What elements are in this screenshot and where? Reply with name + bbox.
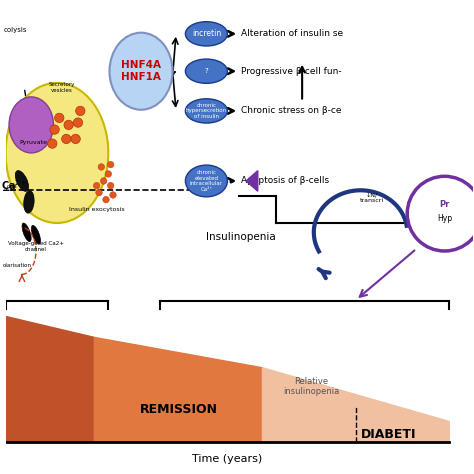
Text: Hyp: Hyp — [437, 214, 452, 223]
Text: colysis: colysis — [3, 27, 27, 33]
Ellipse shape — [96, 189, 102, 196]
Ellipse shape — [31, 225, 40, 244]
Text: Apoptosis of β-cells: Apoptosis of β-cells — [241, 176, 329, 185]
Polygon shape — [263, 368, 449, 443]
Ellipse shape — [185, 22, 228, 46]
Ellipse shape — [55, 113, 64, 123]
Text: chronic
hypersecretion
of insulin: chronic hypersecretion of insulin — [186, 102, 227, 119]
Polygon shape — [246, 171, 258, 191]
Ellipse shape — [105, 171, 111, 177]
Ellipse shape — [185, 59, 228, 83]
Text: REMISSION: REMISSION — [139, 403, 218, 416]
Ellipse shape — [47, 139, 57, 148]
Ellipse shape — [108, 182, 114, 189]
Ellipse shape — [108, 161, 114, 168]
Text: Insulin exocytosis: Insulin exocytosis — [69, 207, 125, 212]
Text: Progressive β-cell fun-: Progressive β-cell fun- — [241, 67, 342, 76]
Text: Pr: Pr — [439, 200, 450, 209]
Ellipse shape — [103, 196, 109, 203]
Ellipse shape — [71, 134, 80, 144]
Ellipse shape — [73, 118, 82, 127]
Ellipse shape — [185, 99, 228, 123]
Ellipse shape — [93, 182, 100, 189]
Text: Secretory
vesicles: Secretory vesicles — [48, 82, 75, 93]
Ellipse shape — [109, 33, 173, 110]
Ellipse shape — [50, 125, 59, 134]
Text: Relative
insulinopenia: Relative insulinopenia — [283, 377, 339, 396]
Text: Insulinopenia: Insulinopenia — [206, 232, 276, 242]
Ellipse shape — [15, 171, 28, 191]
Ellipse shape — [24, 191, 34, 213]
Text: Ca$^{2+}$: Ca$^{2+}$ — [1, 179, 27, 192]
Text: ↓N/
transcri: ↓N/ transcri — [360, 192, 384, 203]
Ellipse shape — [22, 223, 31, 242]
Ellipse shape — [100, 178, 107, 184]
Text: incretin: incretin — [192, 29, 221, 38]
Text: HNF4A
HNF1A: HNF4A HNF1A — [121, 60, 161, 82]
Text: Time (years): Time (years) — [192, 454, 263, 464]
Text: Alteration of insulin se: Alteration of insulin se — [241, 29, 344, 38]
Ellipse shape — [9, 97, 54, 153]
Text: dria: dria — [7, 184, 17, 189]
Ellipse shape — [185, 165, 228, 197]
Ellipse shape — [109, 191, 116, 198]
Ellipse shape — [64, 120, 73, 129]
Text: Voltage-gated Ca2+
channel: Voltage-gated Ca2+ channel — [8, 241, 64, 252]
Text: chronic
elevated
intracellular
Ca²⁺: chronic elevated intracellular Ca²⁺ — [190, 170, 223, 192]
Ellipse shape — [76, 106, 85, 116]
Ellipse shape — [98, 164, 105, 170]
Text: olarisation: olarisation — [3, 264, 32, 268]
Ellipse shape — [62, 134, 71, 144]
Text: Chronic stress on β-ce: Chronic stress on β-ce — [241, 106, 342, 115]
Polygon shape — [6, 317, 94, 443]
Text: DIABETI: DIABETI — [361, 428, 416, 441]
Text: Pyruvate: Pyruvate — [19, 140, 47, 145]
Ellipse shape — [6, 83, 109, 223]
Ellipse shape — [407, 176, 474, 251]
Text: ?: ? — [204, 68, 208, 74]
Polygon shape — [94, 337, 263, 443]
